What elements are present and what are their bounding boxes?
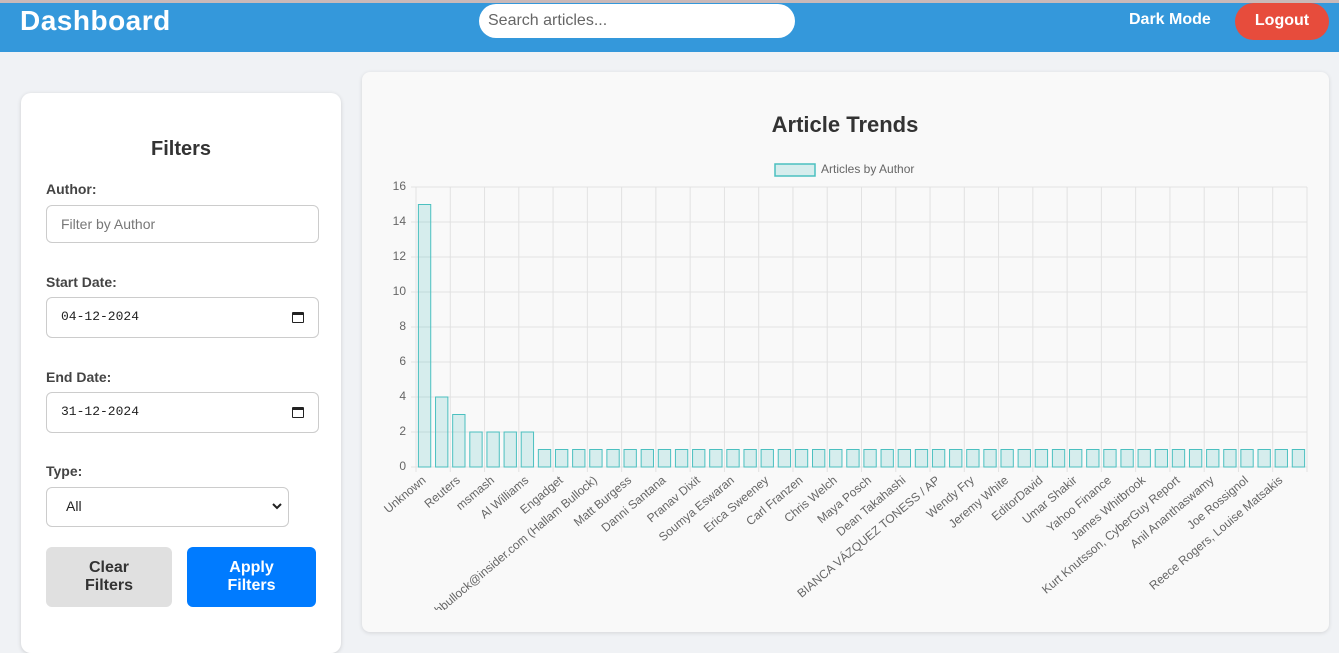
clear-filters-button[interactable]: Clear Filters bbox=[46, 547, 172, 607]
end-date-value: 31-12-2024 bbox=[61, 404, 140, 419]
apply-filters-button[interactable]: Apply Filters bbox=[187, 547, 316, 607]
y-tick-label: 12 bbox=[393, 249, 407, 263]
author-input[interactable]: Filter by Author bbox=[46, 205, 319, 243]
bar bbox=[846, 449, 860, 468]
bar bbox=[1206, 449, 1220, 468]
author-placeholder: Filter by Author bbox=[61, 216, 156, 232]
bar bbox=[811, 449, 826, 468]
brand[interactable]: Dashboard bbox=[20, 5, 171, 36]
bar bbox=[1000, 449, 1014, 468]
bar bbox=[949, 449, 963, 468]
y-tick-label: 2 bbox=[399, 424, 406, 438]
chart: Article Trends Articles by Author 0 2 4 6 8 10… bbox=[381, 112, 1308, 610]
bar bbox=[417, 204, 432, 468]
start-date-value: 04-12-2024 bbox=[61, 309, 140, 324]
bar bbox=[1069, 449, 1083, 468]
start-date-label: Start Date: bbox=[46, 274, 117, 290]
calendar-icon bbox=[292, 312, 304, 323]
bar bbox=[1240, 449, 1254, 468]
bar bbox=[692, 449, 706, 468]
bar bbox=[1086, 449, 1100, 468]
bar bbox=[674, 449, 689, 468]
bar bbox=[486, 431, 500, 468]
type-value: All bbox=[66, 498, 82, 514]
bar bbox=[1274, 449, 1288, 468]
bar bbox=[777, 449, 792, 468]
end-date-input[interactable]: 31-12-2024 bbox=[46, 392, 319, 433]
bar bbox=[1291, 449, 1306, 468]
bar bbox=[623, 449, 637, 468]
bar bbox=[435, 396, 449, 468]
bar bbox=[829, 449, 843, 468]
bar bbox=[589, 449, 603, 468]
calendar-icon bbox=[292, 407, 304, 418]
start-date-input[interactable]: 04-12-2024 bbox=[46, 297, 319, 338]
apply-filters-text: Apply Filters bbox=[227, 559, 276, 594]
bar bbox=[1034, 449, 1049, 468]
chart-card: Article Trends Articles by Author 0 2 4 6 8 10… bbox=[362, 72, 1329, 632]
y-tick-label: 16 bbox=[393, 179, 407, 193]
bar bbox=[880, 449, 894, 468]
bar bbox=[863, 449, 877, 468]
bar bbox=[966, 449, 980, 468]
author-label: Author: bbox=[46, 181, 97, 197]
bar bbox=[1257, 449, 1271, 468]
bar bbox=[897, 449, 912, 468]
y-tick-label: 6 bbox=[399, 354, 406, 368]
bar bbox=[657, 449, 672, 468]
bar bbox=[794, 449, 809, 468]
bar bbox=[760, 449, 774, 468]
bar bbox=[606, 449, 620, 468]
bar bbox=[537, 449, 552, 468]
logout-button[interactable]: Logout bbox=[1235, 3, 1329, 40]
clear-filters-text: Clear Filters bbox=[84, 559, 133, 594]
bar bbox=[1017, 449, 1031, 468]
bar bbox=[1171, 449, 1186, 468]
top-border bbox=[0, 0, 1339, 3]
y-tick-label: 10 bbox=[393, 284, 407, 298]
bar bbox=[640, 449, 654, 468]
filters-title: Filters bbox=[150, 138, 212, 160]
bar bbox=[1120, 449, 1134, 468]
y-tick-label: 8 bbox=[399, 319, 406, 333]
bar bbox=[743, 449, 757, 468]
bar bbox=[520, 431, 535, 468]
bar bbox=[572, 449, 586, 468]
end-date-label: End Date: bbox=[46, 369, 112, 385]
y-tick-label: 4 bbox=[399, 389, 406, 403]
legend-swatch bbox=[774, 163, 816, 177]
bar bbox=[983, 449, 997, 468]
bar bbox=[914, 449, 929, 468]
type-label: Type: bbox=[46, 463, 83, 479]
bar bbox=[1188, 449, 1203, 468]
bar bbox=[1103, 449, 1117, 468]
bar bbox=[709, 449, 723, 468]
y-tick-label: 0 bbox=[399, 459, 406, 473]
search-input[interactable]: Search articles... bbox=[479, 4, 795, 38]
header: Dashboard Search articles... Dark Mode L… bbox=[0, 3, 1339, 52]
bar bbox=[726, 449, 740, 468]
bar bbox=[1051, 449, 1066, 468]
bar bbox=[554, 449, 569, 468]
y-tick-label: 14 bbox=[393, 214, 407, 228]
bar bbox=[503, 431, 517, 468]
chart-title: Article Trends bbox=[772, 112, 919, 137]
type-select[interactable]: All bbox=[46, 487, 289, 527]
chevron bbox=[272, 503, 282, 510]
x-tick-label: Unknown bbox=[381, 473, 428, 516]
filters-panel: Filters Author: Filter by Author Start D… bbox=[21, 93, 341, 653]
bar bbox=[469, 431, 483, 468]
bar bbox=[1154, 449, 1169, 468]
bar bbox=[452, 414, 466, 468]
bar bbox=[1137, 449, 1151, 468]
bar bbox=[931, 449, 946, 468]
bar bbox=[1223, 449, 1237, 468]
legend-label: Articles by Author bbox=[821, 162, 914, 176]
dark-mode-toggle[interactable]: Dark Mode bbox=[1129, 11, 1211, 28]
